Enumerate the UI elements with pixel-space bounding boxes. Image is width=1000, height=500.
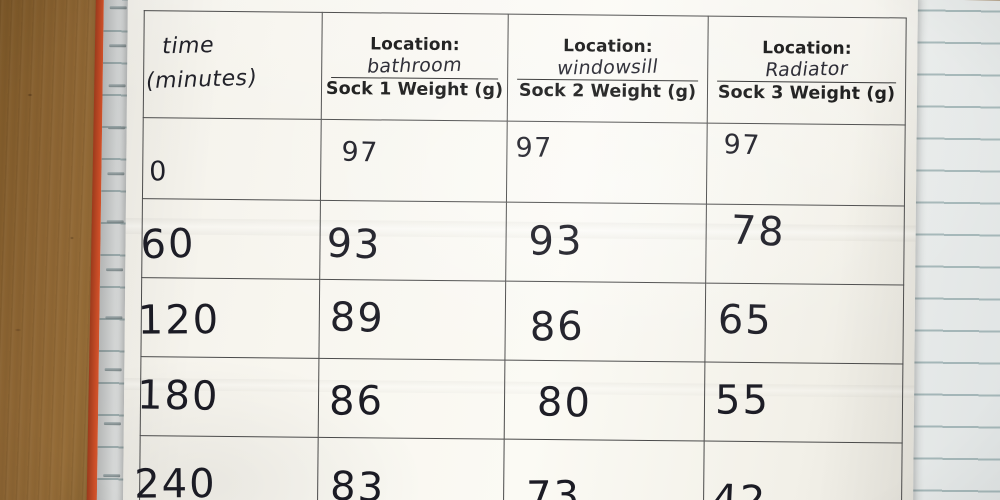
column-header-sock1: Location: bathroom Sock 1 Weight (g) [321,12,509,122]
cell-sock3: 97 [706,123,906,206]
value-sock2: 97 [515,132,553,164]
value-sock3: 78 [729,207,787,256]
table-row: 0 97 97 97 [142,117,906,206]
value-sock3: 42 [711,476,910,500]
cell-sock1: 89 [318,279,506,361]
value-sock1: 97 [341,136,380,169]
value-sock3: 55 [715,377,770,424]
cell-time: 0 [142,117,322,201]
cell-time: 180 [136,356,319,438]
table-row: 60 93 93 78 [139,198,905,285]
cell-time: 120 [137,277,320,359]
value-time: 120 [137,297,221,344]
value-sock2: 86 [529,303,586,351]
location-write-in-line-sock3: Radiator [717,57,897,83]
sock1-weight-label: Sock 1 Weight (g) [325,78,504,101]
location-write-in-line-sock1: bathroom [331,53,499,80]
column-header-time: time (minutes) [143,10,323,120]
glued-worksheet-sheet: time (minutes) Location: bathroom Sock 1… [122,0,918,500]
location-value-sock3: Radiator [763,57,850,81]
location-value-sock1: bathroom [365,53,464,78]
cell-sock3: 65 [704,283,904,364]
cell-sock1: 97 [320,119,508,203]
cell-sock1: 86 [318,358,505,440]
cell-sock3: 78 [705,204,905,285]
value-sock2: 80 [536,379,593,427]
location-label-sock2: Location: [563,35,653,57]
cell-sock1: 83 [317,437,505,500]
column-header-sock3: Location: Radiator Sock 3 Weight (g) [707,16,907,125]
location-value-sock2: windowsill [555,55,660,80]
value-time: 0 [148,156,169,188]
table-body: 0 97 97 97 60 [134,117,906,500]
table-row: 240 83 73 42 [134,435,903,500]
value-sock1: 86 [328,378,385,425]
column-header-sock2: Location: windowsill Sock 2 Weight (g) [507,14,709,124]
time-header-line-2: (minutes) [144,65,259,95]
header-row: time (minutes) Location: bathroom Sock 1… [143,10,907,125]
value-sock3: 65 [717,296,774,344]
value-sock2: 73 [525,473,582,500]
cell-sock2: 97 [506,121,708,205]
time-header-line-1: time [160,32,217,60]
sock2-weight-label: Sock 2 Weight (g) [518,80,697,102]
cell-sock3: 55 [704,362,903,443]
location-label-sock1: Location: [370,33,460,55]
table-header: time (minutes) Location: bathroom Sock 1… [143,10,907,125]
value-sock3: 97 [722,129,762,162]
cell-time: 240 [134,435,319,500]
value-time: 240 [134,460,217,500]
value-time: 60 [139,220,197,269]
sock3-weight-label: Sock 3 Weight (g) [717,82,896,104]
value-sock1: 83 [329,463,386,500]
location-write-in-line-sock2: windowsill [517,55,699,81]
cell-sock2: 80 [504,360,705,442]
value-sock2: 93 [528,218,584,265]
table-row: 120 89 86 65 [137,277,904,364]
value-sock1: 89 [329,294,386,342]
cell-sock2: 86 [504,281,706,363]
cell-sock1: 93 [319,200,507,282]
value-sock1: 93 [325,220,383,269]
cell-sock2: 93 [505,202,707,284]
value-time: 180 [136,372,220,420]
table-row: 180 86 80 55 [136,356,903,443]
location-label-sock3: Location: [762,37,852,59]
results-table: time (minutes) Location: bathroom Sock 1… [134,10,907,500]
cell-time: 60 [139,198,321,280]
cell-sock2: 73 [503,439,705,500]
results-table-container: time (minutes) Location: bathroom Sock 1… [134,10,907,500]
cell-sock3: 42 [703,441,903,500]
